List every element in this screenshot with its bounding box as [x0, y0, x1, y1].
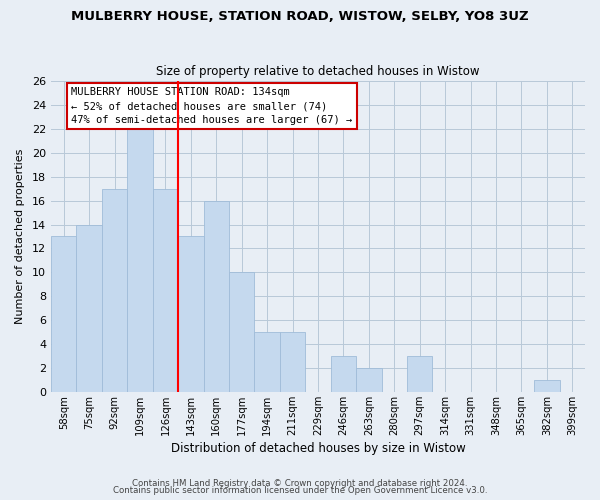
Text: Contains public sector information licensed under the Open Government Licence v3: Contains public sector information licen… [113, 486, 487, 495]
Bar [102, 188, 127, 392]
Bar [534, 380, 560, 392]
X-axis label: Distribution of detached houses by size in Wistow: Distribution of detached houses by size … [170, 442, 466, 455]
Bar [407, 356, 433, 392]
Bar [229, 272, 254, 392]
Bar [254, 332, 280, 392]
Bar [127, 129, 153, 392]
Text: Contains HM Land Registry data © Crown copyright and database right 2024.: Contains HM Land Registry data © Crown c… [132, 478, 468, 488]
Text: MULBERRY HOUSE, STATION ROAD, WISTOW, SELBY, YO8 3UZ: MULBERRY HOUSE, STATION ROAD, WISTOW, SE… [71, 10, 529, 23]
Title: Size of property relative to detached houses in Wistow: Size of property relative to detached ho… [156, 66, 480, 78]
Y-axis label: Number of detached properties: Number of detached properties [15, 149, 25, 324]
Bar [203, 200, 229, 392]
Bar [178, 236, 203, 392]
Bar [153, 188, 178, 392]
Bar [51, 236, 76, 392]
Bar [280, 332, 305, 392]
Bar [331, 356, 356, 392]
Bar [76, 224, 102, 392]
Bar [356, 368, 382, 392]
Text: MULBERRY HOUSE STATION ROAD: 134sqm
← 52% of detached houses are smaller (74)
47: MULBERRY HOUSE STATION ROAD: 134sqm ← 52… [71, 87, 353, 125]
